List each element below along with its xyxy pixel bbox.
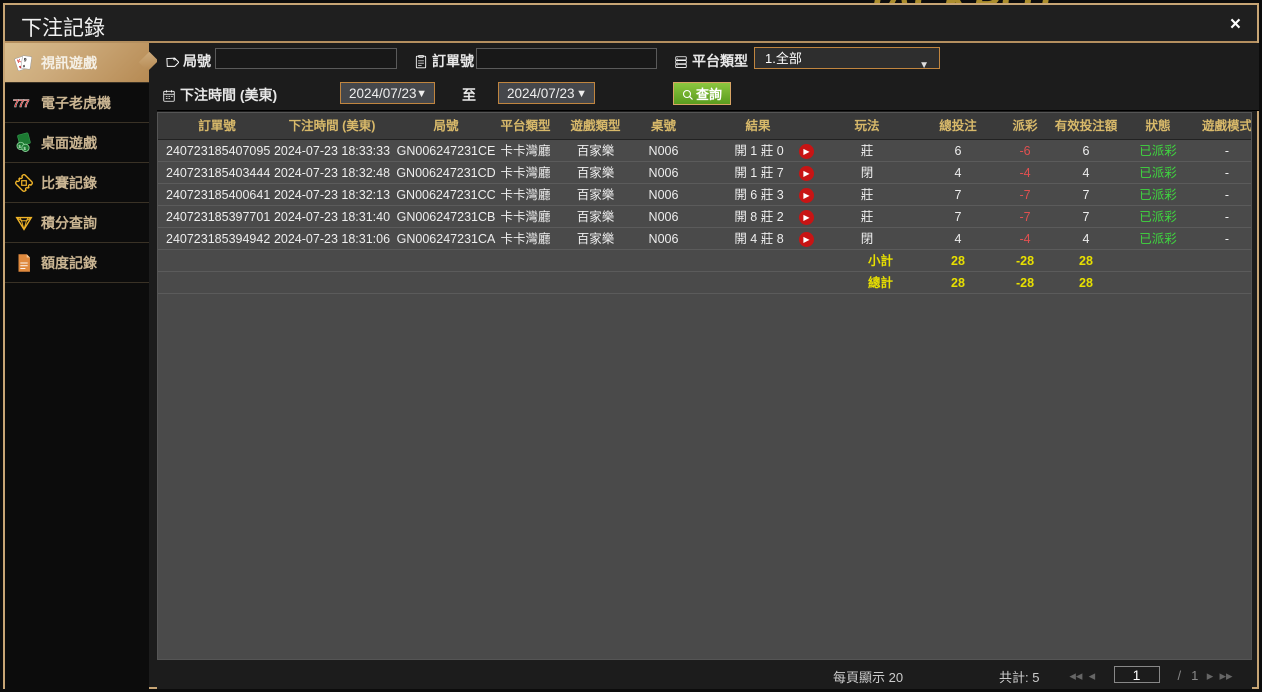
svg-text:777: 777 [13,98,29,110]
